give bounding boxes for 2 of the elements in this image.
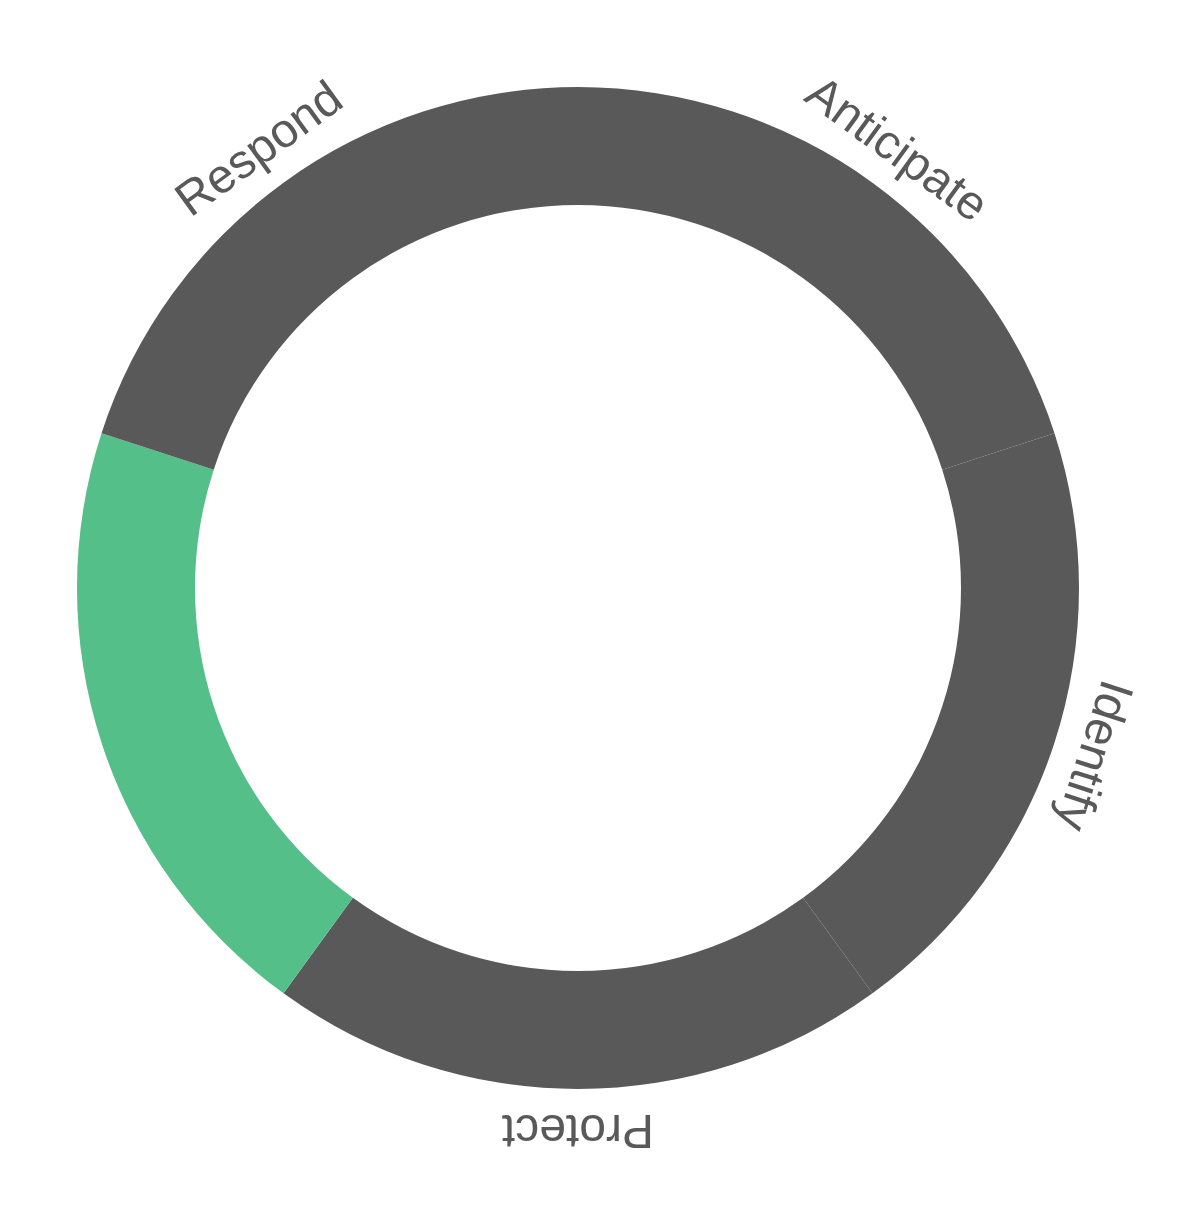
donut-slice <box>77 433 353 994</box>
slice-label: Protect <box>501 1105 655 1158</box>
